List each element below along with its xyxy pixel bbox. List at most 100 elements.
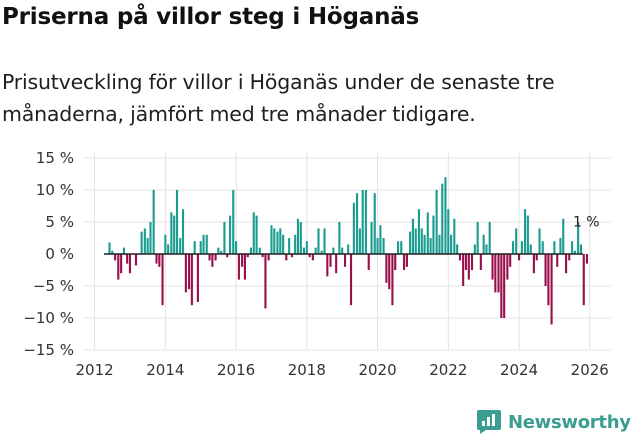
bar-positive xyxy=(276,231,279,254)
bar-negative xyxy=(497,254,500,293)
bar-positive xyxy=(447,209,450,254)
bar-positive xyxy=(562,218,565,254)
bar-negative xyxy=(114,254,117,261)
bar-negative xyxy=(126,254,129,264)
bar-positive xyxy=(376,238,379,254)
bar-positive xyxy=(411,218,414,254)
x-tick-label: 2016 xyxy=(217,361,255,379)
bar-positive xyxy=(526,215,529,254)
y-tick-label: −15 % xyxy=(23,341,74,359)
bar-positive xyxy=(323,228,326,254)
bar-negative xyxy=(556,254,559,267)
bar-positive xyxy=(317,228,320,254)
bar-negative xyxy=(226,254,229,258)
bar-positive xyxy=(520,241,523,254)
bar-positive xyxy=(432,215,435,254)
bar-positive xyxy=(379,225,382,254)
y-tick-label: 0 % xyxy=(45,245,74,263)
bar-positive xyxy=(577,222,580,254)
bar-negative xyxy=(565,254,568,274)
bar-positive xyxy=(420,228,423,254)
bar-positive xyxy=(294,234,297,254)
bar-negative xyxy=(261,254,264,258)
x-tick-label: 2012 xyxy=(76,361,114,379)
bar-negative xyxy=(196,254,199,302)
bar-negative xyxy=(208,254,211,261)
bar-positive xyxy=(361,190,364,254)
bar-positive xyxy=(488,222,491,254)
bar-negative xyxy=(285,254,288,261)
bar-positive xyxy=(320,250,323,254)
bar-negative xyxy=(158,254,161,267)
bar-negative xyxy=(184,254,187,293)
x-tick-label: 2022 xyxy=(429,361,467,379)
bar-positive xyxy=(456,244,459,254)
bar-negative xyxy=(161,254,164,306)
bar-positive xyxy=(288,238,291,254)
bar-positive xyxy=(167,244,170,254)
x-tick-label: 2026 xyxy=(571,361,609,379)
bar-positive xyxy=(296,218,300,254)
bar-positive xyxy=(143,228,146,254)
bar-positive xyxy=(414,228,417,254)
bar-positive xyxy=(279,228,282,254)
bar-positive xyxy=(305,241,308,254)
bar-negative xyxy=(120,254,123,274)
bar-negative xyxy=(155,254,158,264)
bar-positive xyxy=(235,241,238,254)
bar-positive xyxy=(352,202,355,254)
bar-positive xyxy=(453,218,456,254)
bar-positive xyxy=(538,228,541,254)
bar-negative xyxy=(246,254,249,258)
bar-negative xyxy=(403,254,406,270)
bar-positive xyxy=(152,190,155,254)
bar-negative xyxy=(326,254,329,277)
bar-negative xyxy=(391,254,394,306)
bar-positive xyxy=(173,215,176,254)
bar-positive xyxy=(482,234,485,254)
bar-positive xyxy=(409,231,412,254)
bar-positive xyxy=(258,247,261,254)
bar-negative xyxy=(394,254,397,270)
bar-positive xyxy=(382,238,385,254)
bar-positive xyxy=(252,212,255,254)
bar-positive xyxy=(444,177,447,254)
bar-negative xyxy=(544,254,547,286)
y-tick-label: 5 % xyxy=(45,213,74,231)
bar-positive xyxy=(373,193,376,254)
x-tick-label: 2024 xyxy=(500,361,538,379)
bar-negative xyxy=(214,254,217,261)
bar-positive xyxy=(441,183,444,254)
bar-positive xyxy=(426,212,429,254)
bar-positive xyxy=(164,234,167,254)
bar-positive xyxy=(571,241,574,254)
y-tick-label: 15 % xyxy=(36,149,74,167)
brand-logo[interactable]: Newsworthy xyxy=(476,407,631,437)
chart-subtitle: Prisutveckling för villor i Höganäs unde… xyxy=(2,70,555,126)
bar-negative xyxy=(458,254,462,261)
bar-negative xyxy=(405,254,408,267)
bar-positive xyxy=(523,209,527,254)
bar-positive xyxy=(193,241,196,254)
bar-positive xyxy=(511,241,515,254)
bar-positive xyxy=(205,234,208,254)
bar-positive xyxy=(149,222,152,254)
bar-negative xyxy=(264,254,267,309)
bar-negative xyxy=(585,254,589,264)
bar-positive xyxy=(450,234,453,254)
bar-negative xyxy=(290,254,294,258)
bar-negative xyxy=(535,254,538,261)
bar-positive xyxy=(400,241,403,254)
bar-negative xyxy=(388,254,391,290)
bar-negative xyxy=(343,254,347,267)
bar-negative xyxy=(308,254,311,258)
bar-negative xyxy=(241,254,244,267)
bar-positive xyxy=(435,190,438,254)
bar-negative xyxy=(517,254,521,261)
bar-positive xyxy=(108,242,111,254)
bar-positive xyxy=(347,244,350,254)
bar-positive xyxy=(249,247,253,254)
bar-positive xyxy=(199,241,202,254)
bar-positive xyxy=(299,222,302,254)
